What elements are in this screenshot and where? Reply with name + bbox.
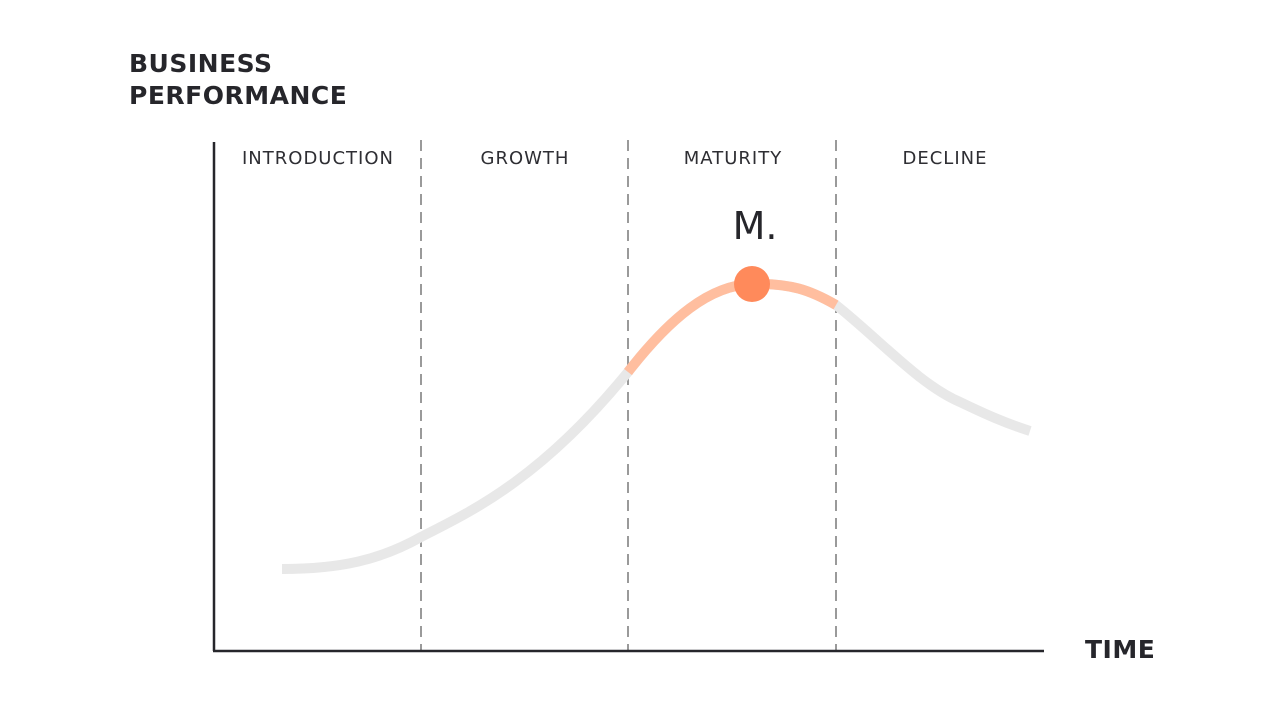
y-axis-title: BUSINESS PERFORMANCE — [129, 48, 347, 112]
maturity-marker-label: M. — [732, 204, 778, 248]
stage-dividers — [420, 140, 837, 651]
y-axis-title-line-2: PERFORMANCE — [129, 81, 348, 110]
stage-label-decline: DECLINE — [902, 148, 988, 169]
stage-label-growth: GROWTH — [480, 148, 570, 169]
maturity-peak-marker — [734, 266, 770, 302]
x-axis-title: TIME — [1085, 635, 1156, 664]
stage-label-maturity: MATURITY — [683, 148, 783, 169]
performance-curve — [281, 278, 1032, 574]
stage-label-introduction: INTRODUCTION — [242, 148, 394, 169]
maturity-highlight-curve — [624, 278, 839, 376]
y-axis-title-line-1: BUSINESS — [129, 49, 273, 78]
